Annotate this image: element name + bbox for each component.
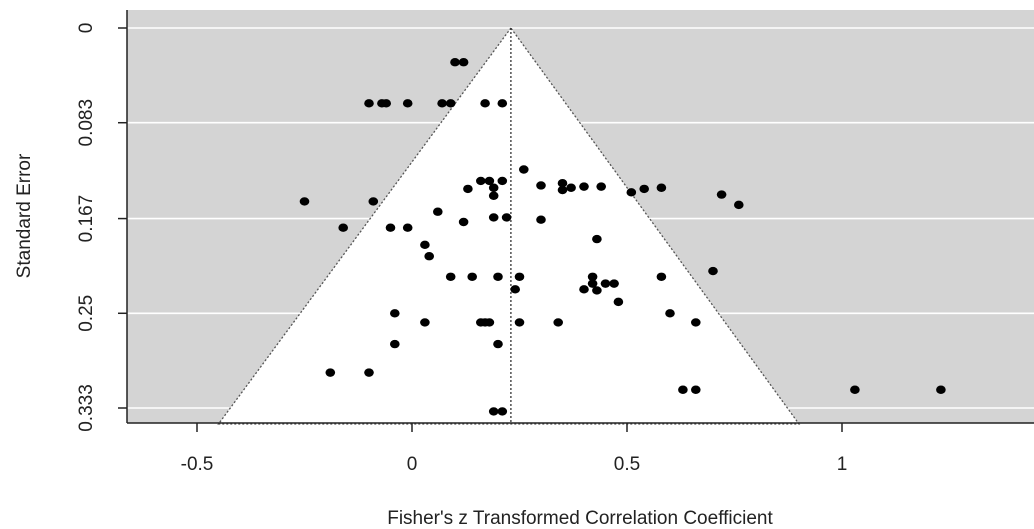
data-point-12	[484, 176, 495, 186]
data-point-69	[691, 385, 701, 394]
y-tick-label-4: 0.333	[76, 384, 97, 432]
data-point-60	[484, 318, 495, 327]
data-point-24	[639, 184, 649, 194]
data-point-68	[678, 385, 688, 394]
data-point-50	[587, 279, 598, 288]
data-point-67	[364, 368, 374, 377]
data-point-52	[600, 279, 611, 288]
data-point-40	[424, 252, 435, 261]
x-axis-ticks: -0.5 0 0.5 1	[181, 423, 848, 475]
data-point-36	[385, 223, 396, 232]
data-point-56	[665, 309, 675, 318]
data-point-17	[536, 181, 546, 190]
data-point-53	[609, 279, 619, 288]
x-tick-label-2: 0.5	[614, 454, 640, 475]
y-tick-label-0: 0	[76, 23, 97, 34]
data-point-8	[480, 99, 490, 108]
data-point-54	[613, 297, 624, 307]
data-point-22	[596, 182, 606, 191]
x-tick-label-0: -0.5	[181, 454, 214, 475]
data-point-37	[402, 223, 413, 232]
data-point-72	[488, 407, 499, 416]
data-point-18	[557, 178, 568, 188]
data-point-46	[656, 272, 667, 281]
data-point-26	[716, 190, 727, 199]
y-axis-title: Standard Error	[14, 153, 35, 278]
data-points	[299, 58, 946, 416]
data-point-11	[476, 176, 486, 186]
y-tick-label-2: 0.167	[76, 195, 97, 243]
data-point-38	[592, 234, 602, 244]
funnel-region	[217, 26, 801, 425]
data-point-5	[402, 99, 413, 108]
data-point-4	[381, 99, 392, 108]
data-point-14	[463, 184, 473, 194]
data-point-25	[656, 183, 667, 192]
data-point-33	[501, 213, 512, 222]
data-point-9	[497, 99, 508, 108]
data-point-64	[390, 339, 400, 349]
data-point-29	[368, 197, 379, 206]
data-point-66	[325, 368, 336, 377]
data-point-20	[566, 183, 576, 192]
data-point-71	[936, 385, 946, 394]
data-point-27	[734, 200, 744, 210]
data-point-63	[691, 318, 701, 327]
data-point-23	[626, 188, 637, 197]
data-point-21	[579, 182, 589, 191]
data-point-19	[557, 185, 568, 195]
data-point-43	[493, 272, 503, 281]
data-point-10	[519, 165, 529, 174]
data-point-39	[420, 240, 430, 250]
data-point-45	[587, 272, 598, 281]
data-point-41	[445, 272, 456, 281]
data-point-2	[364, 99, 374, 108]
x-tick-label-1: 0	[407, 454, 418, 475]
data-point-51	[592, 286, 602, 295]
y-tick-label-1: 0.083	[76, 99, 97, 147]
data-point-13	[497, 176, 508, 186]
data-point-61	[514, 318, 525, 327]
data-point-16	[488, 191, 499, 200]
data-point-28	[299, 197, 310, 206]
data-point-42	[467, 272, 478, 281]
data-point-70	[850, 385, 860, 394]
data-point-31	[458, 217, 469, 227]
data-point-47	[708, 266, 718, 276]
data-point-62	[553, 318, 563, 327]
data-point-44	[514, 272, 525, 281]
data-point-48	[510, 285, 520, 294]
data-point-1	[458, 58, 469, 67]
data-point-73	[497, 407, 508, 416]
data-point-6	[437, 99, 447, 108]
data-point-30	[433, 207, 443, 216]
data-point-49	[579, 285, 589, 294]
data-point-57	[420, 318, 430, 327]
data-point-0	[450, 58, 460, 67]
data-point-32	[488, 213, 499, 222]
data-point-7	[445, 99, 456, 108]
y-axis-ticks: 0 0.083 0.167 0.25 0.333	[76, 23, 127, 432]
data-point-35	[338, 223, 349, 232]
x-axis-title: Fisher's z Transformed Correlation Coeff…	[387, 508, 773, 529]
y-tick-label-3: 0.25	[76, 295, 97, 332]
data-point-34	[536, 215, 546, 224]
data-point-65	[493, 339, 503, 349]
data-point-55	[390, 309, 400, 318]
x-tick-label-3: 1	[837, 454, 848, 475]
data-point-15	[488, 183, 499, 192]
